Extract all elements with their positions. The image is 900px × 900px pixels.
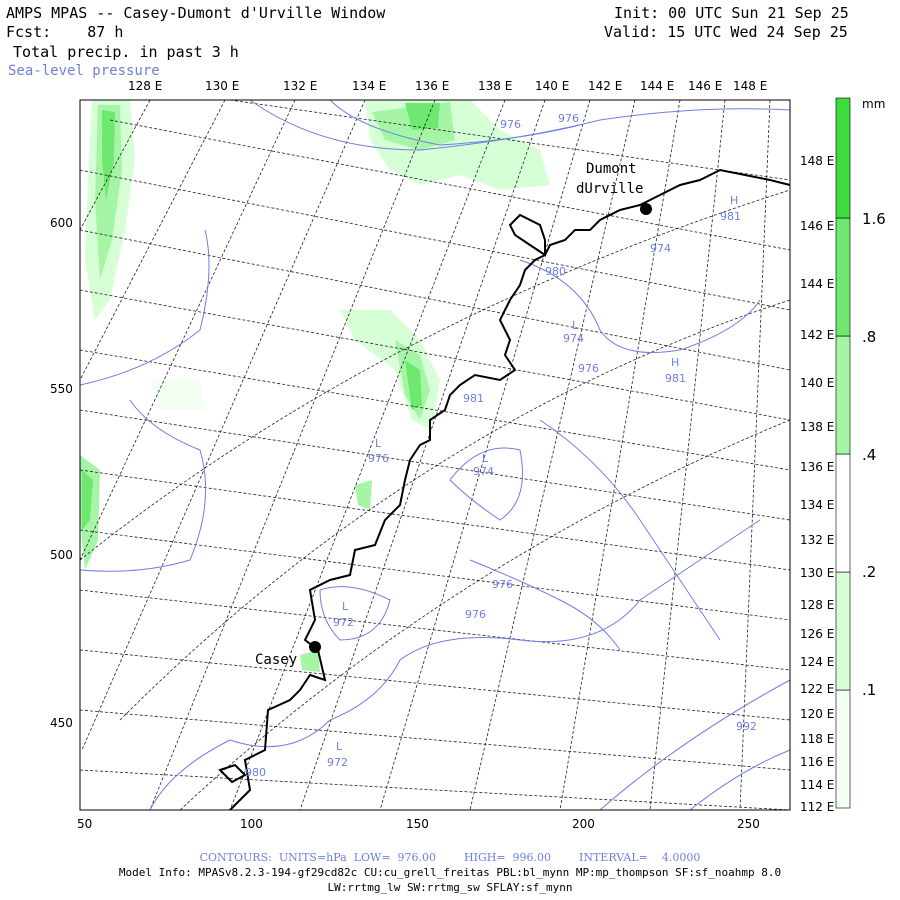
lon-label: 146 E [800, 219, 834, 233]
colorbar: mm .1 .2 .4 .8 1.6 [835, 97, 886, 809]
pressure-label: 976 [368, 452, 389, 465]
lon-label: 134 E [352, 79, 386, 93]
x-tick-label: 150 [406, 817, 429, 831]
pressure-label: 981 [720, 210, 741, 223]
pressure-label: 974 [473, 465, 494, 478]
lon-label: 130 E [800, 566, 834, 580]
pressure-label: 976 [500, 118, 521, 131]
precip-shading [80, 100, 550, 672]
lon-label: 142 E [800, 328, 834, 342]
pressure-label: 976 [558, 112, 579, 125]
lon-label: 134 E [800, 498, 834, 512]
lon-label: 140 E [800, 376, 834, 390]
x-axis-ticks: 50 100 150 200 250 [77, 817, 760, 831]
lon-label: 114 E [800, 778, 834, 792]
lon-label: 148 E [800, 154, 834, 168]
lon-label: 136 E [415, 79, 449, 93]
lon-label: 138 E [800, 420, 834, 434]
colorbar-level: .1 [862, 681, 876, 699]
graticule [79, 99, 791, 811]
pressure-label: L [572, 319, 579, 332]
lon-label: 122 E [800, 682, 834, 696]
lon-label: 138 E [478, 79, 512, 93]
plot-frame [79, 99, 791, 811]
dumont-station-marker [640, 203, 652, 215]
right-longitude-labels: 148 E 146 E 144 E 142 E 140 E 138 E 136 … [800, 154, 834, 814]
pressure-label: 976 [492, 578, 513, 591]
lon-label: 148 E [733, 79, 767, 93]
casey-station-marker [309, 641, 321, 653]
pressure-label: H [671, 356, 679, 369]
lon-label: 112 E [800, 800, 834, 814]
coastline [218, 168, 791, 811]
y-tick-label: 550 [50, 382, 73, 396]
pressure-label: 974 [650, 242, 671, 255]
x-tick-label: 200 [572, 817, 595, 831]
colorbar-level: .2 [862, 563, 876, 581]
init-time: Init: 00 UTC Sun 21 Sep 25 [614, 4, 849, 22]
casey-label: Casey [255, 652, 297, 668]
model-info: Model Info: MPASv8.2.3-194-gf29cd82c CU:… [118, 866, 782, 879]
x-tick-label: 250 [737, 817, 760, 831]
pressure-label: 981 [463, 392, 484, 405]
y-axis-ticks: 600 550 500 450 [50, 216, 73, 730]
pressure-labels: 976 976 974 981 974 976 981 981 976 974 … [245, 112, 757, 779]
pressure-label: 981 [665, 372, 686, 385]
model-info-line2: LW:rrtmg_lw SW:rrtmg_sw SFLAY:sf_mynn [327, 881, 573, 894]
colorbar-level: .4 [862, 446, 876, 464]
pressure-label: L [482, 452, 489, 465]
pressure-label: 976 [465, 608, 486, 621]
lon-label: 140 E [535, 79, 569, 93]
lon-label: 128 E [128, 79, 162, 93]
pressure-label: 980 [545, 265, 566, 278]
lon-label: 126 E [800, 627, 834, 641]
dumont-label-line1: Dumont [586, 161, 637, 177]
lon-label: 118 E [800, 732, 834, 746]
lon-label: 144 E [800, 277, 834, 291]
pressure-label: 980 [245, 766, 266, 779]
map-title: AMPS MPAS -- Casey-Dumont d'Urville Wind… [6, 4, 386, 22]
y-tick-label: 450 [50, 716, 73, 730]
x-tick-label: 100 [240, 817, 263, 831]
y-tick-label: 500 [50, 548, 73, 562]
pressure-label: 972 [333, 616, 354, 629]
pressure-label: L [336, 740, 343, 753]
lon-label: 136 E [800, 460, 834, 474]
dumont-label-line2: dUrville [576, 181, 643, 197]
colorbar-unit: mm [862, 97, 885, 111]
lon-label: 132 E [283, 79, 317, 93]
colorbar-level: 1.6 [862, 210, 886, 228]
lon-label: 130 E [205, 79, 239, 93]
lon-label: 144 E [640, 79, 674, 93]
overlay-label: Sea-level pressure [8, 63, 160, 79]
lon-label: 142 E [588, 79, 622, 93]
lon-label: 132 E [800, 533, 834, 547]
pressure-contours [79, 99, 791, 811]
pressure-label: H [730, 194, 738, 207]
top-longitude-labels: 128 E 130 E 132 E 134 E 136 E 138 E 140 … [128, 79, 767, 93]
pressure-label: L [375, 437, 382, 450]
pressure-label: L [342, 600, 349, 613]
colorbar-level: .8 [862, 328, 876, 346]
contour-info: CONTOURS: UNITS=hPa LOW= 976.00 HIGH= 99… [199, 851, 701, 864]
pressure-label: 972 [327, 756, 348, 769]
pressure-label: 992 [736, 720, 757, 733]
field-label: Total precip. in past 3 h [4, 43, 239, 61]
lon-label: 146 E [688, 79, 722, 93]
pressure-label: 974 [563, 332, 584, 345]
lon-label: 124 E [800, 655, 834, 669]
lon-label: 116 E [800, 755, 834, 769]
valid-time: Valid: 15 UTC Wed 24 Sep 25 [604, 23, 848, 41]
y-tick-label: 600 [50, 216, 73, 230]
lon-label: 128 E [800, 598, 834, 612]
lon-label: 120 E [800, 707, 834, 721]
pressure-label: 976 [578, 362, 599, 375]
forecast-hour: Fcst: 87 h [6, 23, 124, 41]
x-tick-label: 50 [77, 817, 92, 831]
